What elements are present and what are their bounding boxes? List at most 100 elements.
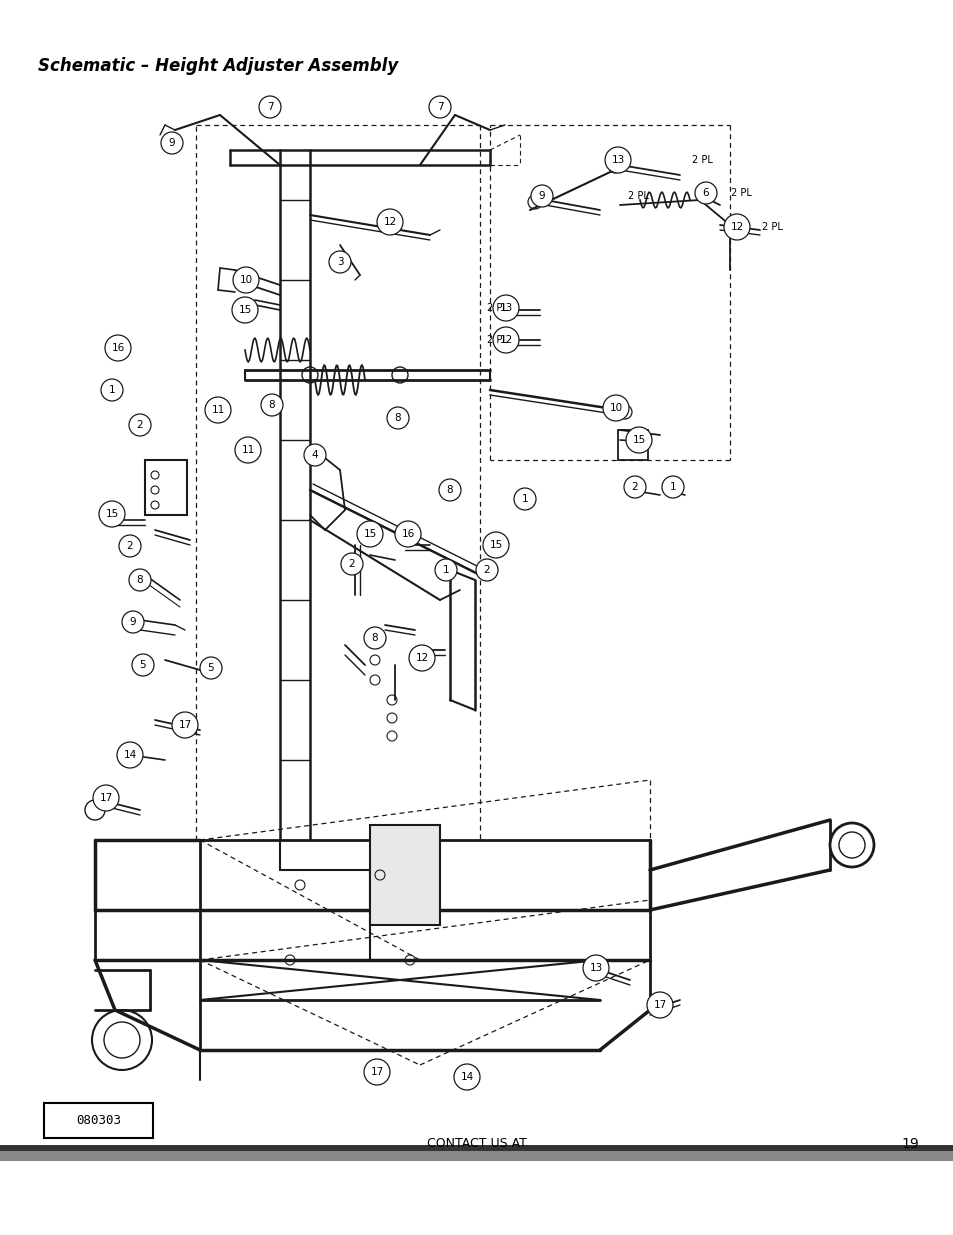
Circle shape (117, 742, 143, 768)
Circle shape (132, 655, 153, 676)
Circle shape (101, 379, 123, 401)
Text: 19: 19 (901, 1136, 918, 1151)
Circle shape (602, 395, 628, 421)
Circle shape (723, 214, 749, 240)
Circle shape (261, 394, 283, 416)
Text: 12: 12 (383, 217, 396, 227)
Circle shape (129, 569, 151, 592)
Text: 6: 6 (702, 188, 709, 198)
Text: 12: 12 (498, 335, 512, 345)
Text: 2 PL: 2 PL (627, 191, 648, 201)
Text: 2: 2 (127, 541, 133, 551)
Text: 15: 15 (489, 540, 502, 550)
Circle shape (376, 209, 402, 235)
Text: 7: 7 (267, 103, 273, 112)
Circle shape (161, 132, 183, 154)
Circle shape (232, 296, 257, 324)
Text: 2: 2 (631, 482, 638, 492)
FancyBboxPatch shape (44, 1103, 152, 1139)
Text: 2 PL: 2 PL (761, 222, 782, 232)
Text: 8: 8 (372, 634, 378, 643)
Text: 080303: 080303 (75, 1114, 121, 1128)
Circle shape (531, 185, 553, 207)
Circle shape (409, 645, 435, 671)
Text: 17: 17 (178, 720, 192, 730)
Circle shape (119, 535, 141, 557)
Text: 1: 1 (109, 385, 115, 395)
Text: 8: 8 (446, 485, 453, 495)
Text: 17: 17 (99, 793, 112, 803)
Text: 8: 8 (395, 412, 401, 424)
Text: 14: 14 (460, 1072, 473, 1082)
FancyBboxPatch shape (370, 825, 439, 925)
Circle shape (258, 96, 281, 119)
Circle shape (200, 657, 222, 679)
Text: 2: 2 (349, 559, 355, 569)
Circle shape (623, 475, 645, 498)
Circle shape (356, 521, 382, 547)
Text: 12: 12 (415, 653, 428, 663)
Circle shape (582, 955, 608, 981)
Text: 9: 9 (130, 618, 136, 627)
Text: 2 PL: 2 PL (691, 156, 712, 165)
Text: 11: 11 (212, 405, 224, 415)
Circle shape (514, 488, 536, 510)
Text: 14: 14 (123, 750, 136, 760)
Circle shape (205, 396, 231, 424)
Text: 15: 15 (363, 529, 376, 538)
Circle shape (172, 713, 198, 739)
Circle shape (105, 335, 131, 361)
Circle shape (395, 521, 420, 547)
Circle shape (129, 414, 151, 436)
Circle shape (493, 295, 518, 321)
Text: 4: 4 (312, 450, 318, 459)
Text: CONTACT US AT: CONTACT US AT (427, 1137, 526, 1150)
Circle shape (364, 1058, 390, 1086)
Text: 17: 17 (653, 1000, 666, 1010)
Text: 1: 1 (442, 564, 449, 576)
Text: 15: 15 (238, 305, 252, 315)
Circle shape (438, 479, 460, 501)
Text: 5: 5 (139, 659, 146, 671)
Circle shape (646, 992, 672, 1018)
Circle shape (99, 501, 125, 527)
Text: 10: 10 (609, 403, 622, 412)
Circle shape (122, 611, 144, 634)
Circle shape (304, 445, 326, 466)
Text: 5: 5 (208, 663, 214, 673)
Circle shape (329, 251, 351, 273)
Text: 9: 9 (538, 191, 545, 201)
Text: 13: 13 (611, 156, 624, 165)
Text: 8: 8 (136, 576, 143, 585)
Circle shape (387, 408, 409, 429)
Circle shape (695, 182, 717, 204)
Circle shape (661, 475, 683, 498)
FancyBboxPatch shape (0, 1151, 953, 1161)
Text: 2 PL: 2 PL (730, 188, 751, 198)
Text: 9: 9 (169, 138, 175, 148)
Circle shape (482, 532, 509, 558)
Circle shape (476, 559, 497, 580)
Circle shape (829, 823, 873, 867)
Text: 13: 13 (498, 303, 512, 312)
Text: Schematic – Height Adjuster Assembly: Schematic – Height Adjuster Assembly (38, 57, 397, 75)
Circle shape (340, 553, 363, 576)
Text: 1: 1 (521, 494, 528, 504)
Circle shape (435, 559, 456, 580)
Circle shape (604, 147, 630, 173)
Text: 16: 16 (112, 343, 125, 353)
Text: 2: 2 (483, 564, 490, 576)
Circle shape (234, 437, 261, 463)
Text: 2: 2 (136, 420, 143, 430)
Text: 2 PL: 2 PL (486, 335, 507, 345)
Circle shape (233, 267, 258, 293)
Text: 15: 15 (105, 509, 118, 519)
Text: 1: 1 (669, 482, 676, 492)
Text: 7: 7 (436, 103, 443, 112)
Circle shape (364, 627, 386, 650)
FancyBboxPatch shape (0, 1145, 953, 1151)
Circle shape (625, 427, 651, 453)
Text: 16: 16 (401, 529, 415, 538)
Circle shape (454, 1065, 479, 1091)
Text: 10: 10 (239, 275, 253, 285)
